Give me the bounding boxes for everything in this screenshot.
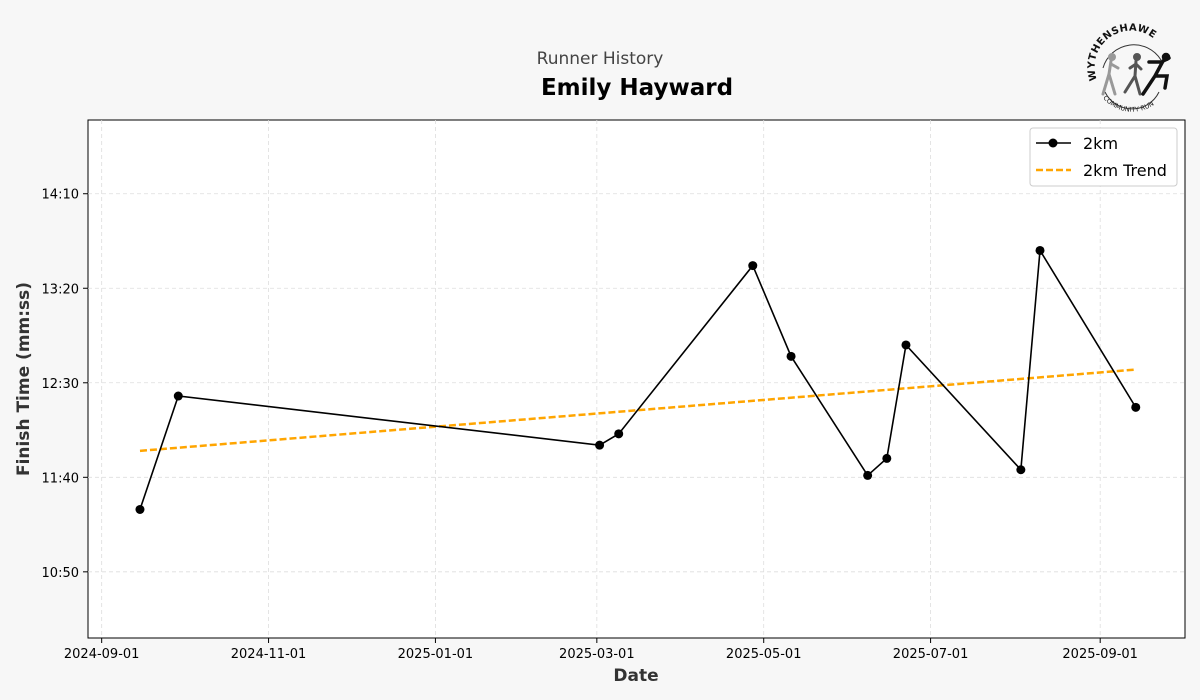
data-point-2km [882,453,892,463]
series-line-2km [139,247,1137,510]
chart-title: Emily Hayward [541,75,733,101]
data-point-2km [1131,402,1141,412]
y-axis-label: Finish Time (mm:ss) [14,282,34,476]
svg-text:WYTHENSHAWE: WYTHENSHAWE [1086,22,1158,81]
x-tick-label: 2025-03-01 [559,647,635,662]
x-tick-label: 2025-05-01 [726,647,802,662]
data-point-2km [595,440,605,450]
legend-marker-2km [1048,138,1058,148]
data-point-2km [863,470,873,480]
y-axis: 10:50 11:40 12:30 13:20 14:10 [42,188,88,581]
data-point-2km [1016,465,1026,475]
x-tick-label: 2024-11-01 [231,647,307,662]
data-point-2km [614,429,624,439]
runner-icon [1101,52,1171,96]
data-point-2km [135,504,145,514]
data-point-2km [1035,245,1045,255]
svg-text:COMMUNITY RUN: COMMUNITY RUN [1101,94,1155,114]
x-tick-label: 2025-07-01 [893,647,969,662]
y-tick-label: 13:20 [42,282,79,297]
logo: WYTHENSHAWE COMMUNITY RUN [1086,22,1171,114]
plot-area [87,119,1186,639]
x-tick-label: 2024-09-01 [64,647,140,662]
chart-suptitle: Runner History [537,49,664,69]
y-tick-label: 10:50 [42,566,79,581]
data-point-2km [173,391,183,401]
x-tick-label: 2025-09-01 [1062,647,1138,662]
logo-bottom-text: COMMUNITY RUN [1101,94,1155,114]
y-tick-label: 11:40 [42,471,79,486]
trend-line [139,368,1136,453]
y-tick-label: 14:10 [42,188,79,203]
x-tick-label: 2025-01-01 [398,647,474,662]
y-tick-label: 12:30 [42,377,79,392]
legend: 2km 2km Trend [1029,127,1178,187]
series-layer [135,245,1141,514]
legend-label-2km: 2km [1083,134,1118,153]
data-point-2km [901,340,911,350]
grid [88,120,1185,638]
logo-top-text: WYTHENSHAWE [1086,22,1157,81]
x-axis: 2024-09-01 2024-11-01 2025-01-01 2025-03-01… [64,638,1138,662]
legend-label-trend: 2km Trend [1083,161,1167,180]
data-point-2km [786,351,796,361]
data-point-2km [748,261,758,271]
x-axis-label: Date [613,666,658,686]
